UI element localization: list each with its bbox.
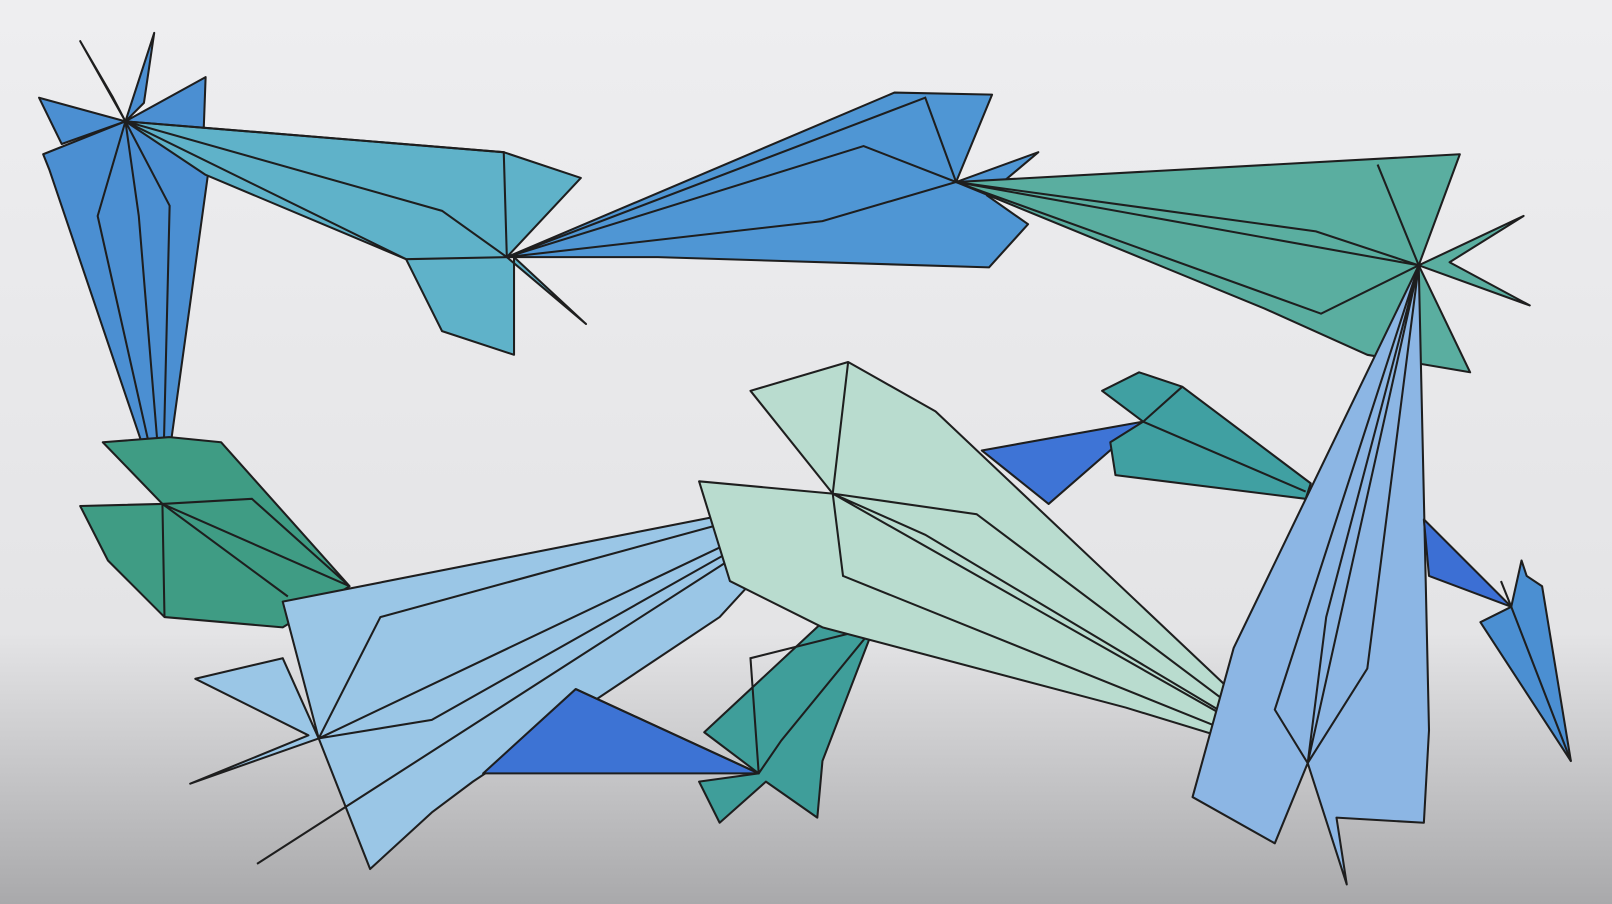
shape-k — [1479, 559, 1572, 763]
spike — [79, 40, 127, 123]
line — [1500, 580, 1572, 762]
line — [1141, 385, 1307, 493]
line — [1273, 265, 1420, 766]
line — [124, 120, 510, 261]
shape-i-f — [698, 621, 875, 824]
spike — [38, 96, 127, 146]
line — [96, 120, 171, 505]
shape-g-k — [1422, 518, 1513, 608]
line — [506, 96, 960, 259]
line — [831, 361, 1309, 765]
line — [161, 497, 351, 618]
shape-g-f — [980, 420, 1145, 505]
spike — [124, 31, 156, 123]
shape-d-j — [1191, 264, 1431, 886]
shape-b-c — [505, 91, 1040, 269]
line — [575, 625, 877, 775]
shape-g — [1101, 371, 1312, 500]
